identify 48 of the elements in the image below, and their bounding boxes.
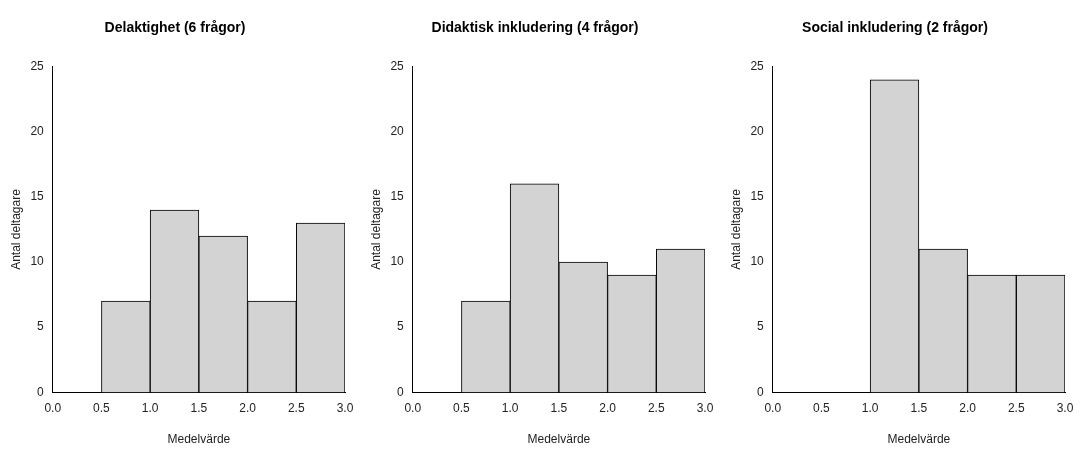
x-tick-label: 0.0 [404,400,422,415]
x-tick-label: 0.5 [813,400,831,415]
x-axis-title: Medelvärde [167,432,231,447]
x-tick-label: 1.0 [501,400,519,415]
y-tick-label: 20 [30,124,45,139]
y-tick-label: 25 [750,59,765,74]
chart-title: Didaktisk inkludering (4 frågor) [431,19,639,36]
x-tick-label: 2.0 [959,400,977,415]
y-tick-label: 15 [750,189,765,204]
y-axis-title: Antal deltagare [728,188,743,270]
x-tick-label: 0.0 [44,400,62,415]
x-tick-label: 2.0 [239,400,257,415]
y-tick-label: 0 [757,384,765,399]
chart-title: Delaktighet (6 frågor) [104,19,246,36]
y-tick-label: 20 [750,124,765,139]
chart-title: Social inkludering (2 frågor) [802,19,988,36]
x-tick-label: 0.5 [93,400,111,415]
y-axis-title: Antal deltagare [368,188,383,270]
x-tick-label: 1.5 [550,400,568,415]
y-tick-label: 15 [30,189,45,204]
x-tick-label: 3.0 [336,400,354,415]
x-tick-label: 3.0 [1056,400,1074,415]
x-tick-label: 0.5 [453,400,471,415]
y-tick-label: 5 [37,319,45,334]
x-axis-title: Medelvärde [887,432,951,447]
y-tick-label: 0 [37,384,45,399]
y-tick-label: 15 [390,189,405,204]
y-tick-label: 0 [397,384,405,399]
y-tick-label: 5 [757,319,765,334]
y-tick-label: 10 [30,254,45,269]
x-tick-label: 2.0 [599,400,617,415]
x-tick-label: 1.0 [141,400,159,415]
y-tick-label: 10 [750,254,765,269]
y-tick-label: 10 [390,254,405,269]
y-axis-title: Antal deltagare [8,188,23,270]
x-tick-label: 1.0 [861,400,879,415]
y-tick-label: 25 [30,59,45,74]
x-tick-label: 2.5 [1007,400,1025,415]
x-tick-label: 1.5 [190,400,208,415]
x-tick-label: 2.5 [287,400,305,415]
x-tick-label: 0.0 [764,400,782,415]
x-axis-title: Medelvärde [527,432,591,447]
y-tick-label: 20 [390,124,405,139]
y-tick-label: 5 [397,319,405,334]
x-tick-label: 3.0 [696,400,714,415]
x-tick-label: 2.5 [647,400,665,415]
y-tick-label: 25 [390,59,405,74]
x-tick-label: 1.5 [910,400,928,415]
